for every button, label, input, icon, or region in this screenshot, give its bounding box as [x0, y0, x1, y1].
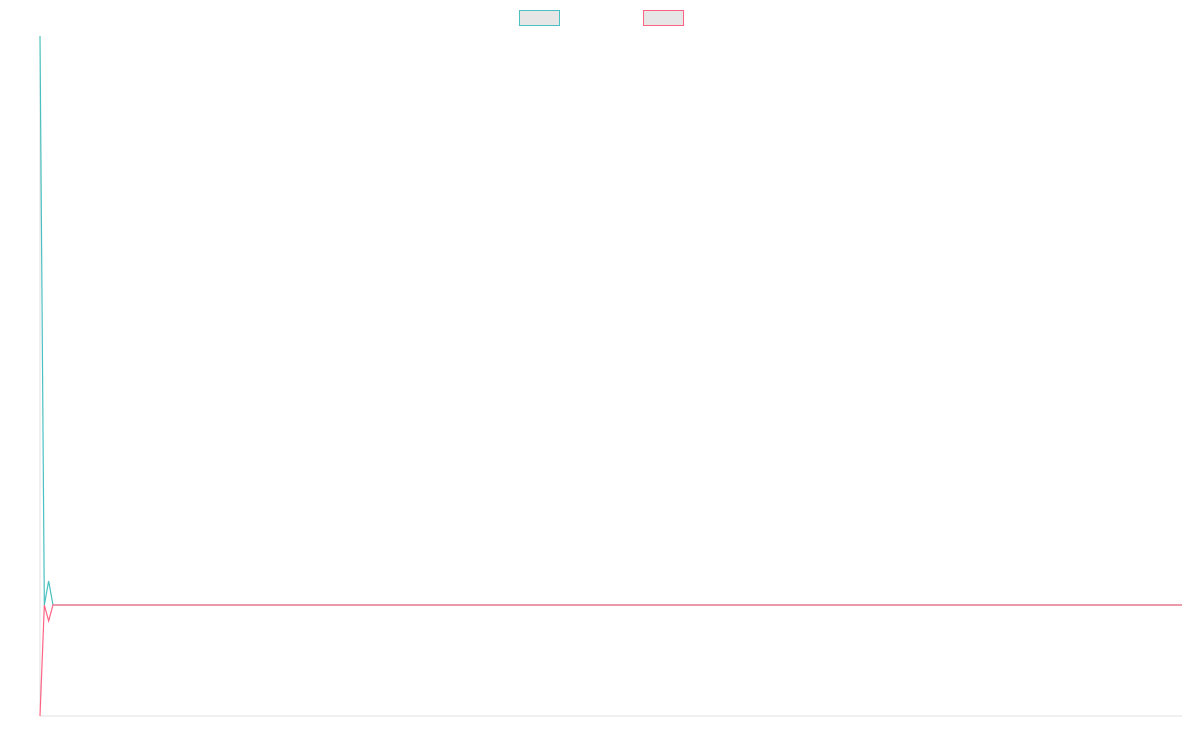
legend-swatch: [519, 10, 560, 26]
legend-swatch: [643, 10, 684, 26]
data-line: [39, 604, 1182, 717]
data-line: [39, 35, 1182, 606]
